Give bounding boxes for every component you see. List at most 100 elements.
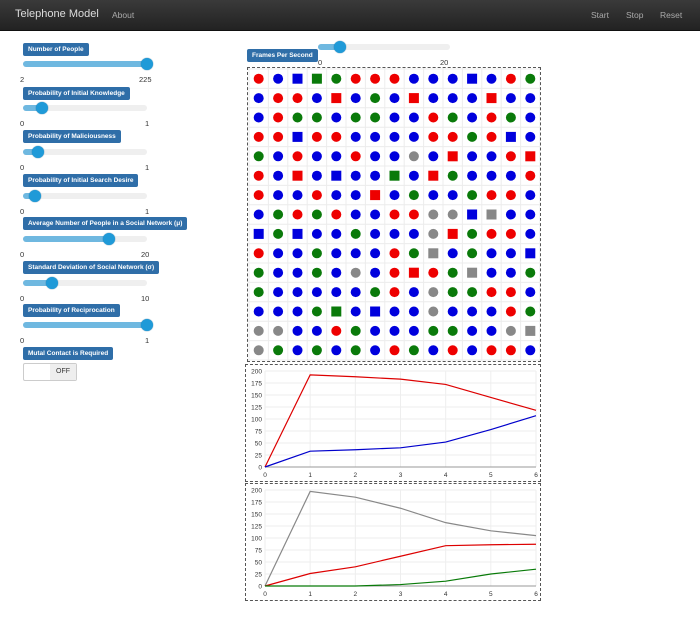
slider-fill [23,280,52,286]
y-tick-label: 100 [251,417,262,424]
slider-max: 225 [139,75,152,84]
slider-handle[interactable] [334,41,347,53]
reciprocation-slider[interactable] [23,319,153,331]
person-circle-green [505,112,516,123]
slider-handle[interactable] [102,233,115,245]
person-circle-blue [467,170,478,181]
stop-button[interactable]: Stop [626,10,644,20]
person-circle-gray [428,209,439,220]
person-circle-green [311,209,322,220]
person-square-blue [292,131,303,142]
y-tick-label: 200 [251,488,262,495]
person-circle-blue [273,73,284,84]
person-circle-blue [292,248,303,259]
y-tick-label: 125 [251,524,262,531]
slider-handle[interactable] [45,277,58,289]
person-circle-red [505,151,516,162]
person-circle-red [253,248,264,259]
person-circle-blue [292,190,303,201]
fps-slider[interactable] [318,41,450,53]
person-circle-gray [273,325,284,336]
person-circle-blue [505,248,516,259]
person-circle-green [273,209,284,220]
slider-handle[interactable] [29,190,42,202]
network-mean-slider[interactable] [23,233,147,245]
person-circle-green [447,325,458,336]
y-tick-label: 75 [255,429,263,436]
y-tick-label: 100 [251,536,262,543]
number-of-people-slider[interactable] [23,58,153,70]
knowledge-chart-svg: 0 25 50 75 100 125 150 175 200 0 1 2 3 4 5 6 [251,369,538,480]
series-line [264,490,537,587]
person-circle-red [273,112,284,123]
slider-handle[interactable] [35,102,48,114]
person-circle-blue [389,306,400,317]
person-circle-gray [447,209,458,220]
person-square-blue [370,306,381,317]
person-circle-red [486,287,497,298]
navbar: Telephone Model About Start Stop Reset [0,0,700,31]
person-circle-blue [350,306,361,317]
app-brand[interactable]: Telephone Model [15,8,99,20]
person-circle-blue [331,228,342,239]
nav-about-link[interactable]: About [112,10,135,20]
person-circle-red [331,325,342,336]
maliciousness-slider[interactable] [23,146,147,158]
person-circle-blue [292,325,303,336]
person-circle-green [311,248,322,259]
person-square-green [389,170,400,181]
slider-handle[interactable] [141,319,153,331]
person-circle-blue [525,190,536,201]
person-circle-green [273,345,284,356]
person-circle-blue [292,267,303,278]
person-circle-red [331,131,342,142]
person-circle-green [447,170,458,181]
person-square-gray [486,209,497,220]
person-circle-blue [389,228,400,239]
person-square-blue [525,248,536,259]
person-circle-red [505,287,516,298]
slider-fill [23,61,147,67]
person-circle-blue [428,151,439,162]
knowledge-chart: 0 25 50 75 100 125 150 175 200 0 1 2 3 4 5 6 [245,364,541,482]
person-circle-red [389,73,400,84]
person-circle-blue [331,151,342,162]
person-circle-gray [253,345,264,356]
person-circle-blue [370,325,381,336]
person-circle-red [389,248,400,259]
person-circle-red [389,209,400,220]
x-tick-label: 1 [308,472,312,479]
person-circle-blue [273,170,284,181]
person-circle-gray [253,325,264,336]
slider-label-reciprocation: Probability of Reciprocation [23,304,120,317]
person-circle-blue [273,306,284,317]
person-circle-blue [350,248,361,259]
person-circle-green [311,345,322,356]
person-circle-blue [253,306,264,317]
person-circle-blue [505,209,516,220]
person-circle-blue [331,267,342,278]
y-tick-label: 25 [255,453,263,460]
slider-handle[interactable] [31,146,44,158]
start-button[interactable]: Start [591,10,609,20]
person-square-red [292,170,303,181]
person-circle-red [505,190,516,201]
slider-min: 0 [20,250,25,259]
person-circle-red [389,345,400,356]
network-std-slider[interactable] [23,277,147,289]
mutual-contact-toggle[interactable]: OFF [23,363,77,381]
initial-knowledge-slider[interactable] [23,102,147,114]
person-circle-red [253,190,264,201]
person-square-red [331,93,342,104]
person-circle-red [505,73,516,84]
person-circle-blue [331,345,342,356]
slider-handle[interactable] [141,58,153,70]
y-tick-label: 0 [258,465,262,472]
toggle-state: OFF [50,364,76,380]
person-circle-red [505,306,516,317]
reset-button[interactable]: Reset [660,10,683,20]
x-tick-label: 5 [489,591,493,598]
person-circle-red [350,151,361,162]
search-desire-slider[interactable] [23,190,147,202]
person-circle-red [428,112,439,123]
